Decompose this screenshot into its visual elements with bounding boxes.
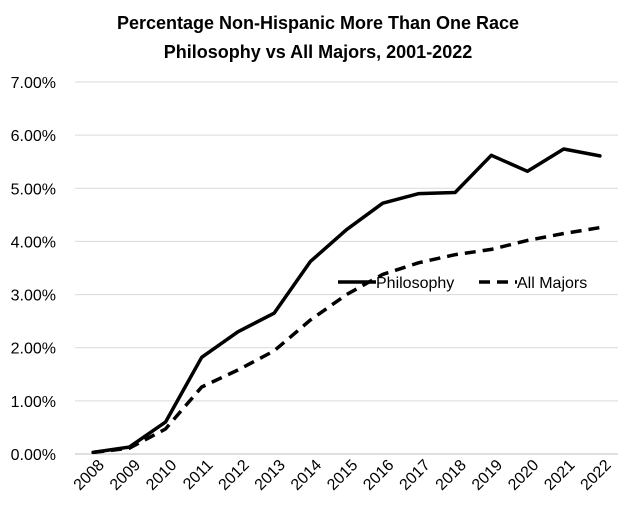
x-tick-label: 2011 xyxy=(180,457,216,493)
y-tick-label: 0.00% xyxy=(11,447,56,464)
y-tick-label: 2.00% xyxy=(11,341,56,358)
y-tick-label: 6.00% xyxy=(11,128,56,145)
y-tick-label: 7.00% xyxy=(11,75,56,92)
y-axis-ticks: 0.00% 1.00% 2.00% 3.00% 4.00% 5.00% 6.00% 7.00% xyxy=(11,75,56,464)
y-tick-label: 5.00% xyxy=(11,181,56,198)
legend: Philosophy All Majors xyxy=(338,275,587,292)
x-tick-label: 2019 xyxy=(469,457,506,494)
x-tick-label: 2013 xyxy=(252,457,289,494)
x-tick-label: 2014 xyxy=(288,457,325,494)
chart-subtitle: Philosophy vs All Majors, 2001-2022 xyxy=(164,42,472,62)
x-tick-label: 2018 xyxy=(433,457,470,494)
x-tick-label: 2015 xyxy=(324,457,361,494)
x-tick-label: 2021 xyxy=(541,457,578,494)
x-tick-label: 2017 xyxy=(397,457,434,494)
x-tick-label: 2016 xyxy=(360,457,397,494)
y-tick-label: 1.00% xyxy=(11,394,56,411)
gridlines xyxy=(75,81,618,455)
series-line xyxy=(92,225,601,455)
x-tick-label: 2012 xyxy=(216,457,253,494)
x-tick-label: 2008 xyxy=(71,457,108,494)
y-tick-label: 3.00% xyxy=(11,288,56,305)
legend-label: Philosophy xyxy=(376,275,454,292)
x-tick-label: 2010 xyxy=(143,457,180,494)
chart-title: Percentage Non-Hispanic More Than One Ra… xyxy=(117,13,519,33)
series-lines xyxy=(91,147,602,455)
legend-label: All Majors xyxy=(517,275,587,292)
x-tick-label: 2020 xyxy=(505,457,542,494)
y-tick-label: 4.00% xyxy=(11,234,56,251)
x-tick-label: 2009 xyxy=(107,457,144,494)
x-axis-ticks: 2008 2009 2010 2011 2012 2013 2014 2015 2016 2017… xyxy=(71,457,615,494)
series-line xyxy=(91,147,602,455)
x-tick-label: 2022 xyxy=(578,457,615,494)
